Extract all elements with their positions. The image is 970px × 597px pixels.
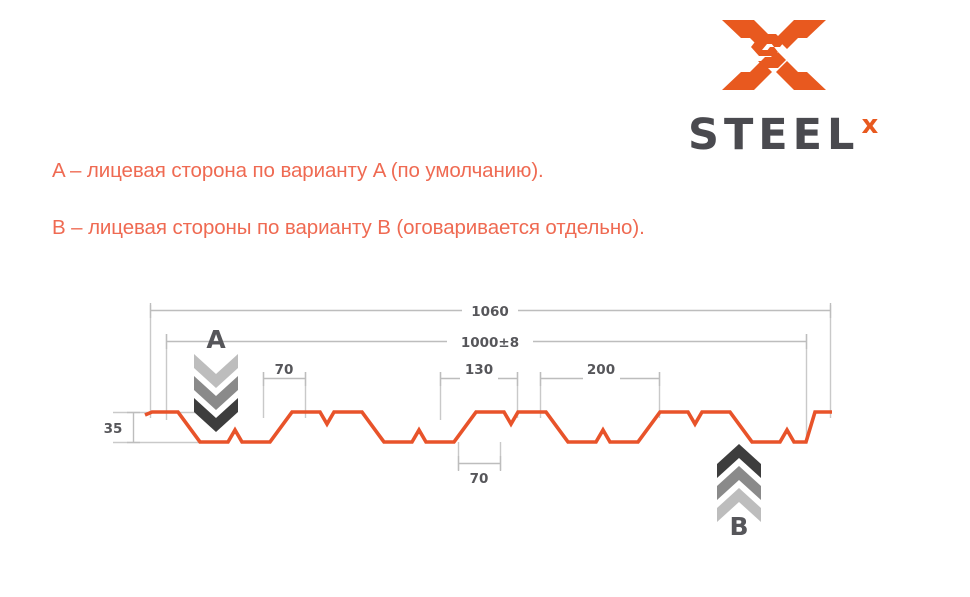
dimension-valley-bottom-width: 70 xyxy=(457,456,502,487)
dimension-pitch: 200 xyxy=(539,362,661,386)
chevron-up-icon-3 xyxy=(717,488,761,522)
wordmark-steel: STEEL xyxy=(688,110,860,160)
marker-variant-a: A xyxy=(194,325,238,432)
chevron-down-icon-3 xyxy=(194,398,238,432)
chevron-down-icon-2 xyxy=(194,376,238,410)
note-variant-b: B – лицевая стороны по варианту B (огова… xyxy=(52,216,645,239)
chevron-up-icon-1 xyxy=(717,444,761,478)
brand-logo: STEELx xyxy=(688,16,918,158)
dimension-height: 35 xyxy=(104,411,140,444)
wordmark-superscript-x: x xyxy=(861,110,879,140)
dimension-label-35: 35 xyxy=(104,421,123,437)
note-variant-a: A – лицевая сторона по варианту A (по ум… xyxy=(52,159,544,182)
chevron-down-icon-1 xyxy=(194,354,238,388)
dimension-label-1000: 1000±8 xyxy=(461,335,519,351)
marker-a-label: A xyxy=(206,325,226,354)
brand-wordmark: STEELx xyxy=(688,102,918,158)
corrugated-profile xyxy=(144,410,832,444)
dimension-rib-top-width: 70 xyxy=(262,362,307,386)
dimension-valley-width: 130 xyxy=(439,362,519,386)
marker-variant-b: B xyxy=(717,444,761,541)
chevron-down-icon-group xyxy=(194,354,238,432)
dimension-label-70-bottom: 70 xyxy=(470,471,489,487)
dimension-working-width: 1000±8 xyxy=(165,334,808,351)
dimension-total-width: 1060 xyxy=(149,303,832,320)
dimension-label-70-top: 70 xyxy=(275,362,294,378)
chevron-up-icon-group xyxy=(717,444,761,522)
dimension-label-1060: 1060 xyxy=(471,304,509,320)
steelx-x-mark-icon xyxy=(722,20,826,90)
dimension-label-130: 130 xyxy=(465,362,493,378)
dimension-label-200: 200 xyxy=(587,362,615,378)
marker-b-label: B xyxy=(729,512,748,541)
chevron-up-icon-2 xyxy=(717,466,761,500)
